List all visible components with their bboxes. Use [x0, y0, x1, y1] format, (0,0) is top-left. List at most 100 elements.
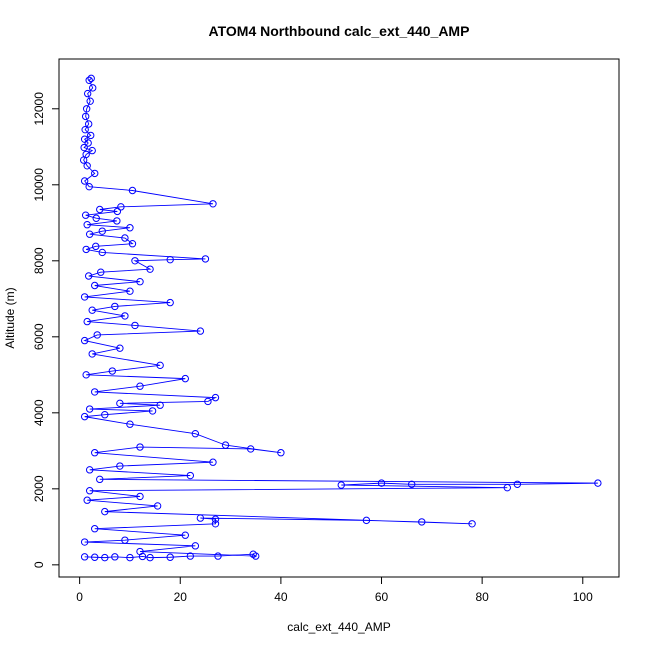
data-point: [91, 553, 99, 561]
data-point: [181, 374, 189, 383]
series-line: [83, 78, 598, 559]
data-point: [80, 336, 89, 345]
data-point: [204, 397, 212, 406]
data-point: [131, 257, 139, 265]
data-point: [113, 207, 122, 216]
data-point: [156, 361, 164, 370]
data-point: [85, 487, 94, 495]
data-point: [86, 97, 94, 105]
data-point: [408, 480, 416, 488]
data-point: [113, 217, 121, 225]
data-point: [91, 525, 99, 533]
data-point: [153, 502, 162, 510]
data-point: [116, 399, 124, 408]
x-tick-label: 40: [274, 590, 288, 604]
y-tick-label: 6000: [32, 323, 46, 350]
data-point: [211, 515, 220, 523]
data-point: [85, 405, 94, 413]
data-point: [91, 281, 99, 290]
data-point: [81, 112, 90, 121]
x-axis: 0 20 40 60 80 100: [76, 576, 593, 604]
data-point: [214, 552, 222, 560]
data-point: [89, 84, 97, 92]
data-point: [131, 321, 139, 330]
data-point: [136, 492, 144, 501]
data-point: [128, 240, 137, 248]
data-point: [116, 344, 124, 352]
data-point: [80, 553, 89, 561]
data-point: [121, 234, 129, 242]
data-point: [79, 156, 88, 164]
data-point: [126, 553, 134, 562]
data-point: [136, 278, 144, 286]
y-tick-label: 0: [32, 561, 46, 568]
x-tick-label: 60: [375, 590, 389, 604]
data-point: [88, 350, 96, 358]
data-point: [126, 287, 134, 295]
data-point: [362, 516, 371, 525]
data-point: [247, 445, 255, 453]
data-point: [84, 120, 93, 128]
data-point: [83, 221, 91, 229]
data-point: [108, 367, 117, 375]
data-point: [82, 371, 90, 379]
data-point: [101, 553, 109, 562]
data-point: [91, 388, 99, 396]
data-point: [93, 331, 101, 339]
data-point: [88, 146, 96, 155]
data-point: [156, 401, 164, 409]
data-point: [83, 317, 91, 326]
data-point: [191, 542, 200, 550]
data-point: [196, 327, 205, 335]
data-point: [101, 507, 109, 516]
data-point: [126, 224, 134, 232]
data-point: [166, 255, 174, 264]
data-point: [513, 480, 522, 488]
data-point: [377, 479, 386, 487]
data-point: [211, 393, 220, 402]
data-point: [148, 407, 157, 415]
data-point: [126, 420, 134, 428]
series-altitude-profile: [79, 74, 602, 562]
data-point: [80, 293, 89, 301]
data-point: [85, 230, 94, 238]
y-tick-label: 10000: [32, 168, 46, 202]
data-point: [186, 471, 195, 480]
x-tick-label: 0: [76, 590, 83, 604]
data-point: [81, 211, 90, 219]
data-point: [111, 553, 119, 561]
data-point: [96, 205, 104, 214]
data-point: [83, 496, 91, 504]
data-point: [211, 520, 220, 528]
data-point: [87, 74, 95, 83]
data-point: [594, 479, 602, 487]
data-point: [92, 214, 100, 222]
y-axis: 0 2000 4000 6000 8000 10000 12000: [32, 92, 60, 568]
data-point: [92, 242, 100, 251]
chart-title: ATOM4 Northbound calc_ext_440_AMP: [209, 23, 470, 39]
data-point: [181, 531, 189, 539]
data-point: [249, 550, 257, 558]
data-point: [201, 255, 210, 263]
data-point: [209, 200, 217, 208]
data-point: [138, 552, 147, 561]
data-point: [186, 552, 195, 560]
y-tick-label: 8000: [32, 247, 46, 274]
x-tick-label: 80: [475, 590, 489, 604]
x-axis-label: calc_ext_440_AMP: [287, 620, 390, 634]
y-tick-label: 2000: [32, 475, 46, 502]
data-point: [97, 268, 105, 276]
data-point: [146, 553, 154, 562]
data-point: [82, 245, 90, 254]
data-point: [277, 449, 285, 457]
data-point: [136, 382, 144, 390]
data-point: [117, 203, 125, 211]
data-point: [209, 458, 217, 466]
data-point: [136, 443, 144, 451]
data-point: [221, 441, 230, 449]
data-point: [85, 76, 93, 84]
data-point: [98, 248, 106, 257]
data-point: [87, 131, 95, 140]
